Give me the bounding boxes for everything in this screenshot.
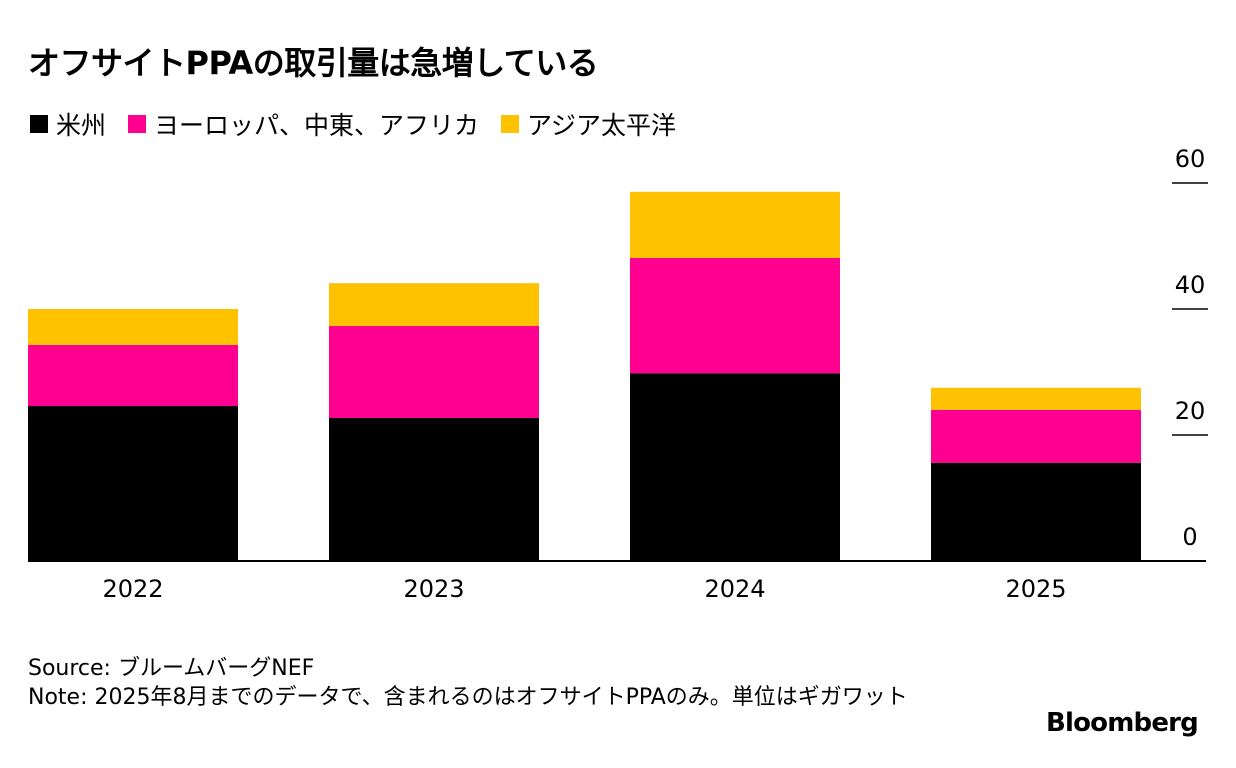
- bloomberg-logo: Bloomberg: [1045, 708, 1199, 738]
- legend-item-americas: 米州: [30, 106, 106, 142]
- y-tick-label: 40: [1175, 271, 1206, 299]
- bar-segment: [329, 417, 539, 561]
- bar-segment: [630, 373, 840, 561]
- y-tick-label: 0: [1182, 523, 1197, 551]
- bar-segment: [28, 344, 238, 407]
- source-text: Source: ブルームバーグNEF: [28, 656, 315, 681]
- chart-title: オフサイトPPAの取引量は急増している: [28, 44, 599, 82]
- bar-segment: [931, 462, 1141, 561]
- legend: 米州 ヨーロッパ、中東、アフリカ アジア太平洋: [30, 106, 676, 142]
- legend-item-apac: アジア太平洋: [501, 106, 676, 142]
- legend-swatch: [30, 115, 48, 133]
- bar-segment: [329, 326, 539, 418]
- footnote: Source: ブルームバーグNEF Note: 2025年8月までのデータで、…: [28, 654, 968, 712]
- legend-label: ヨーロッパ、中東、アフリカ: [154, 111, 480, 140]
- note-text: Note: 2025年8月までのデータで、含まれるのはオフサイトPPAのみ。単位…: [28, 685, 908, 710]
- x-tick-label: 2024: [704, 575, 765, 603]
- bar-segment: [630, 191, 840, 258]
- legend-swatch: [501, 115, 520, 133]
- bar-segment: [630, 257, 840, 374]
- bar-segment: [931, 387, 1141, 410]
- bar-segment: [28, 309, 238, 345]
- x-tick-label: 2023: [403, 575, 464, 603]
- bar-segment: [28, 406, 238, 561]
- legend-label: アジア太平洋: [527, 111, 677, 140]
- y-tick-label: 20: [1175, 397, 1206, 425]
- legend-label: 米州: [56, 111, 107, 140]
- stacked-bar-chart: 2022 2023 2024 2025 0 20 40 60: [28, 145, 1208, 603]
- x-tick-label: 2025: [1005, 575, 1066, 603]
- bar-segment: [931, 409, 1141, 463]
- x-tick-label: 2022: [102, 575, 163, 603]
- y-tick-label: 60: [1175, 145, 1206, 173]
- legend-item-emea: ヨーロッパ、中東、アフリカ: [128, 106, 479, 142]
- bar-segment: [329, 283, 539, 327]
- legend-swatch: [128, 115, 147, 133]
